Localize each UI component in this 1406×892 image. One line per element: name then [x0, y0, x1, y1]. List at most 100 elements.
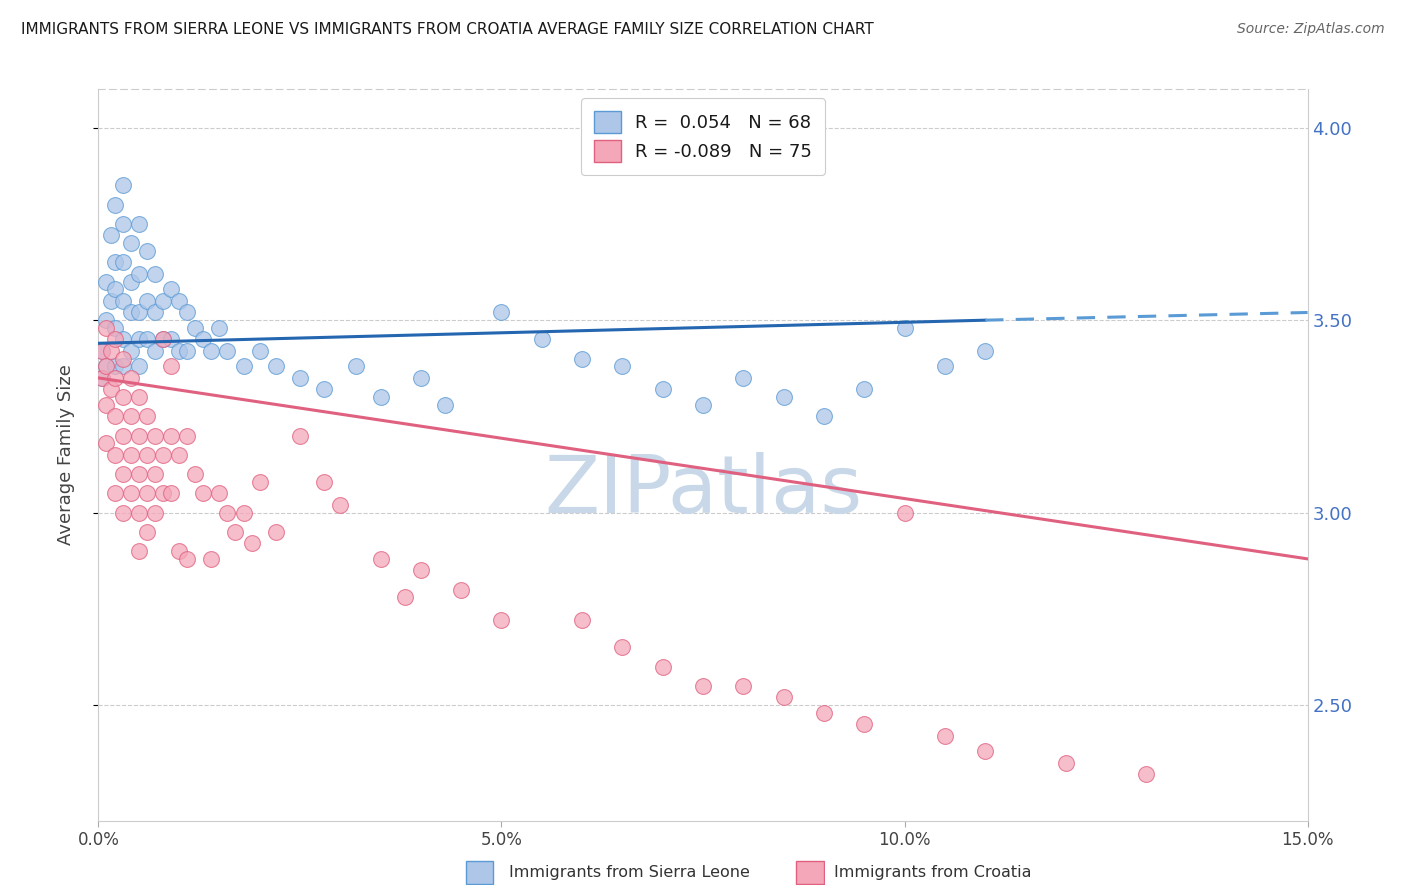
Point — [167, 293, 190, 308]
Point — [344, 359, 367, 374]
Point — [128, 544, 150, 558]
Point — [120, 343, 142, 358]
Point — [120, 275, 142, 289]
Point — [128, 506, 150, 520]
Point — [135, 524, 157, 539]
Text: Source: ZipAtlas.com: Source: ZipAtlas.com — [1237, 22, 1385, 37]
Point — [111, 293, 134, 308]
Point — [934, 359, 956, 374]
Point — [370, 552, 392, 566]
Point — [409, 563, 432, 577]
Point — [120, 236, 142, 251]
Point — [288, 371, 311, 385]
Point — [314, 383, 336, 397]
Point — [91, 371, 114, 385]
Point — [103, 197, 125, 211]
Point — [128, 359, 150, 374]
Point — [111, 506, 134, 520]
Point — [692, 398, 714, 412]
Y-axis label: Average Family Size: Average Family Size — [56, 365, 75, 545]
Point — [103, 359, 125, 374]
Point — [111, 255, 134, 269]
Point — [152, 486, 174, 500]
Point — [314, 475, 336, 489]
Point — [103, 321, 125, 335]
Point — [128, 467, 150, 482]
Point — [208, 321, 231, 335]
Point — [143, 343, 166, 358]
Point — [184, 467, 207, 482]
Point — [152, 333, 174, 347]
Point — [111, 359, 134, 374]
Point — [100, 228, 122, 243]
Point — [974, 343, 997, 358]
Point — [96, 359, 118, 374]
Point — [184, 321, 207, 335]
Point — [224, 524, 246, 539]
Point — [217, 506, 239, 520]
Point — [135, 333, 157, 347]
Point — [111, 217, 134, 231]
Point — [100, 293, 122, 308]
Point — [167, 343, 190, 358]
Point — [111, 467, 134, 482]
Point — [217, 343, 239, 358]
Point — [96, 359, 118, 374]
Point — [160, 282, 183, 296]
Point — [103, 255, 125, 269]
Point — [772, 690, 794, 705]
Point — [143, 467, 166, 482]
Point — [264, 524, 287, 539]
Point — [934, 729, 956, 743]
Point — [1054, 756, 1077, 770]
Point — [160, 428, 183, 442]
Point — [135, 293, 157, 308]
Point — [612, 640, 634, 655]
Point — [111, 333, 134, 347]
Point — [651, 383, 673, 397]
Point — [96, 398, 118, 412]
Point — [394, 591, 416, 605]
Point — [135, 486, 157, 500]
Point — [176, 552, 198, 566]
Point — [103, 371, 125, 385]
Point — [167, 448, 190, 462]
Point — [249, 475, 271, 489]
Point — [103, 409, 125, 424]
Point — [813, 409, 835, 424]
Point — [200, 552, 222, 566]
Point — [571, 351, 593, 366]
Text: IMMIGRANTS FROM SIERRA LEONE VS IMMIGRANTS FROM CROATIA AVERAGE FAMILY SIZE CORR: IMMIGRANTS FROM SIERRA LEONE VS IMMIGRAN… — [21, 22, 875, 37]
Point — [143, 267, 166, 281]
Point — [450, 582, 472, 597]
Point — [152, 333, 174, 347]
Point — [200, 343, 222, 358]
Point — [370, 390, 392, 404]
Point — [160, 333, 183, 347]
Point — [152, 293, 174, 308]
Point — [120, 486, 142, 500]
Point — [96, 436, 118, 450]
Point — [120, 305, 142, 319]
Point — [772, 390, 794, 404]
Point — [103, 282, 125, 296]
Point — [111, 178, 134, 193]
Point — [176, 343, 198, 358]
Point — [135, 409, 157, 424]
Point — [530, 333, 553, 347]
Point — [135, 448, 157, 462]
Point — [167, 544, 190, 558]
Point — [120, 371, 142, 385]
FancyBboxPatch shape — [796, 861, 824, 884]
Text: ZIPatlas: ZIPatlas — [544, 452, 862, 531]
Point — [193, 486, 215, 500]
Point — [329, 498, 352, 512]
Point — [111, 428, 134, 442]
Point — [733, 679, 755, 693]
Point — [103, 486, 125, 500]
FancyBboxPatch shape — [465, 861, 494, 884]
Point — [176, 428, 198, 442]
Legend: R =  0.054   N = 68, R = -0.089   N = 75: R = 0.054 N = 68, R = -0.089 N = 75 — [581, 98, 825, 175]
Point — [1135, 767, 1157, 781]
Text: Immigrants from Sierra Leone: Immigrants from Sierra Leone — [509, 865, 749, 880]
